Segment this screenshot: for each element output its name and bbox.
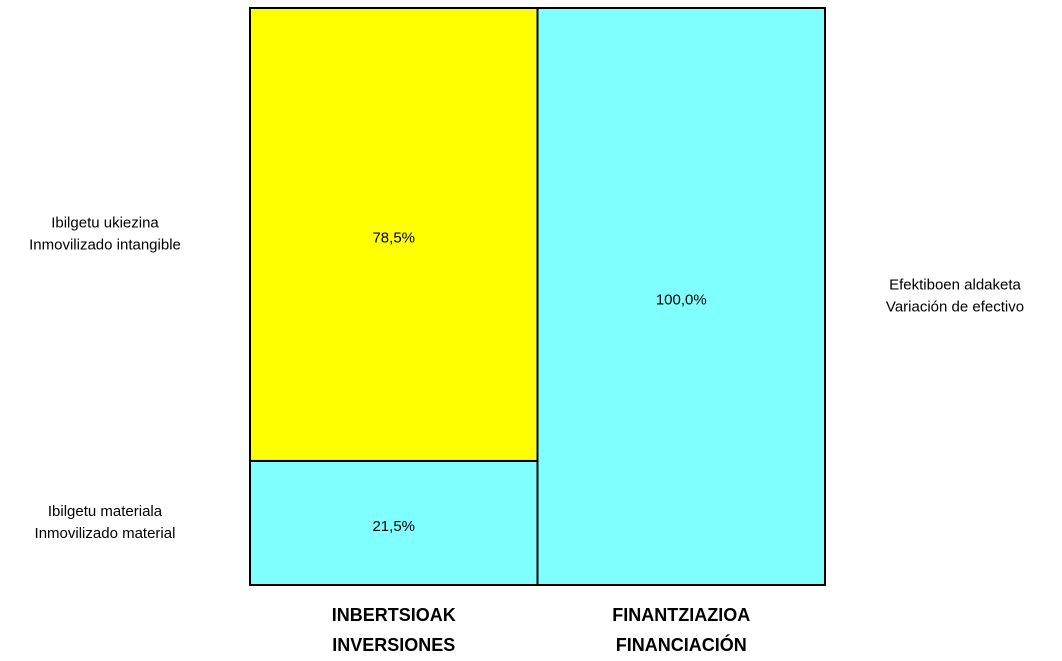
value-label: 21,5%	[372, 518, 415, 535]
category-label: INVERSIONES	[332, 635, 455, 655]
bar-segment	[536, 7, 826, 586]
segment-label: Variación de efectivo	[886, 298, 1024, 315]
bar-segment	[249, 7, 539, 462]
segment-label: Efektiboen aldaketa	[889, 276, 1021, 293]
segment-label: Ibilgetu ukiezina	[51, 214, 159, 231]
category-label: FINANTZIAZIOA	[612, 605, 750, 625]
category-label: FINANCIACIÓN	[616, 634, 747, 655]
value-label: 100,0%	[656, 291, 707, 308]
segment-label: Inmovilizado intangible	[29, 236, 181, 253]
value-label: 78,5%	[372, 229, 415, 246]
segment-label: Ibilgetu materiala	[48, 503, 163, 520]
segment-label: Inmovilizado material	[35, 525, 176, 542]
category-label: INBERTSIOAK	[332, 605, 456, 625]
bar-segment	[249, 459, 539, 587]
